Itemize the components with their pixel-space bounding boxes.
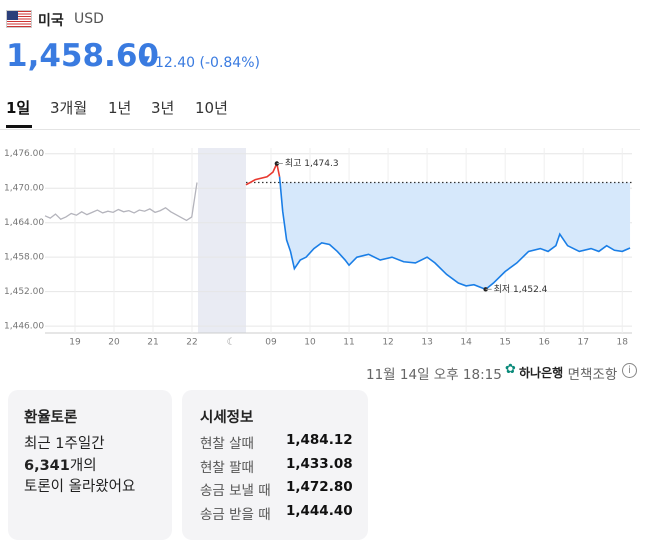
country: 미국 — [38, 13, 64, 29]
prior-line — [44, 182, 198, 222]
info-icon[interactable]: i — [622, 363, 637, 378]
annotation-dot — [274, 161, 280, 166]
y-tick-label: 1,470.00 — [4, 184, 44, 194]
x-tick-label: 18 — [617, 338, 629, 348]
y-tick-label: 1,446.00 — [4, 322, 44, 332]
forum-text: 개의 — [69, 458, 97, 474]
forum-title: 환율토론 — [24, 410, 78, 426]
series-line — [245, 160, 281, 186]
y-tick-label: 1,458.00 — [4, 253, 44, 263]
x-tick-label: 11 — [343, 338, 354, 348]
x-tick-label: 09 — [265, 338, 277, 348]
down-arrow: ▼ — [143, 55, 150, 65]
quote-label: 현찰 살때 — [200, 436, 254, 452]
moon-icon: ☾ — [227, 337, 236, 348]
quote-value: 1,484.12 — [286, 432, 353, 448]
timestamp: 11월 14일 오후 18:15 — [366, 367, 502, 383]
tab[interactable]: 1년 — [108, 99, 132, 117]
forum-text: 6,341개의 — [24, 454, 97, 475]
forum-count: 6,341 — [24, 458, 70, 474]
quote-value: 1,444.40 — [286, 502, 353, 519]
quote-value: 1,433.08 — [286, 455, 353, 472]
x-tick-label: 21 — [147, 338, 158, 348]
divider — [0, 129, 640, 130]
tab[interactable]: 3개월 — [50, 99, 88, 117]
area-fill — [279, 176, 631, 290]
y-tick-label: 1,452.00 — [4, 287, 44, 297]
x-tick-label: 22 — [186, 338, 197, 348]
quote-label: 현찰 팔때 — [200, 459, 254, 476]
tab[interactable]: 10년 — [195, 99, 228, 117]
x-tick-label: 14 — [460, 338, 472, 348]
bank: 하나은행 — [519, 366, 564, 380]
forum-text: 토론이 올라왔어요 — [24, 479, 136, 495]
quote-label: 송금 보낼 때 — [200, 483, 271, 499]
series-line — [278, 176, 631, 291]
closed-market-band — [198, 148, 246, 333]
x-tick-label: 12 — [382, 338, 393, 348]
quote-label: 송금 받을 때 — [200, 506, 271, 523]
tab[interactable]: 3년 — [151, 99, 175, 117]
x-tick-label: 10 — [304, 338, 316, 348]
x-tick-label: 16 — [538, 338, 550, 348]
bank-logo: ✿ — [505, 362, 516, 377]
tab[interactable]: 1일 — [6, 99, 31, 117]
chart: 1,446.00 1,452.00 1,458.00 1,464.00 1,470.00… — [4, 148, 632, 348]
flag — [6, 10, 32, 28]
y-tick-label: 1,464.00 — [4, 218, 44, 228]
quote-card: 시세정보 현찰 살때 1,484.12 현찰 팔때 1,433.08 송금 보낼 때 1,… — [182, 390, 368, 540]
x-tick-label: 20 — [108, 338, 120, 348]
annotation-label: 최고 1,474.3 — [285, 158, 339, 169]
forum-card[interactable]: 환율토론 최근 1주일간 6,341개의 토론이 올라왔어요 — [8, 390, 172, 540]
change: 12.40 (-0.84%) — [155, 55, 260, 71]
x-tick-label: 13 — [421, 338, 432, 348]
currency: USD — [74, 11, 104, 27]
price: 1,458.60 — [6, 38, 159, 74]
x-tick-label: 15 — [499, 338, 510, 348]
annotation-label: 최저 1,452.4 — [494, 284, 548, 295]
y-tick-label: 1,476.00 — [4, 149, 44, 159]
disclaimer[interactable]: · 면책조항 — [559, 367, 618, 383]
forum-text: 최근 1주일간 — [24, 436, 105, 452]
x-tick-label: 17 — [577, 338, 588, 348]
tab-underline — [6, 125, 32, 128]
quote-value: 1,472.80 — [286, 479, 353, 495]
annotation-dot — [483, 287, 488, 292]
quote-title: 시세정보 — [200, 410, 254, 426]
x-tick-label: 19 — [69, 338, 81, 348]
